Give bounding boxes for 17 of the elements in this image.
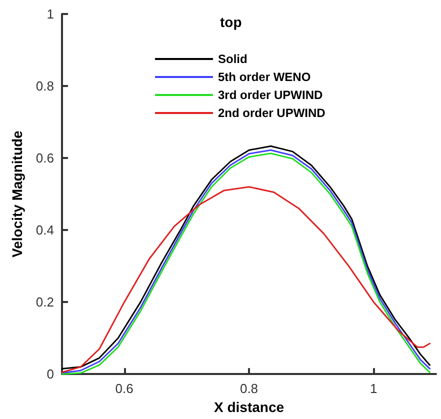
y-tick-label: 1 [46, 6, 54, 22]
x-tick-label: 1 [370, 381, 378, 396]
legend-label: 3rd order UPWIND [218, 88, 324, 102]
legend-label: 5th order WENO [218, 70, 311, 84]
y-tick-label: 0.2 [36, 294, 54, 310]
x-tick-label: 0.8 [240, 381, 258, 396]
y-tick-label: 0.8 [36, 78, 54, 94]
y-axis-title: Velocity Magnitude [9, 130, 25, 258]
legend-label: 2nd order UPWIND [218, 106, 326, 120]
chart-title: top [220, 14, 242, 30]
y-tick-label: 0.6 [36, 150, 54, 166]
legend-label: Solid [218, 52, 248, 66]
x-tick-label: 0.6 [115, 381, 134, 396]
y-tick-label: 0.4 [36, 222, 54, 238]
line-series [61, 186, 431, 374]
x-axis-title: X distance [214, 399, 284, 415]
y-tick-label: 0 [46, 366, 54, 382]
